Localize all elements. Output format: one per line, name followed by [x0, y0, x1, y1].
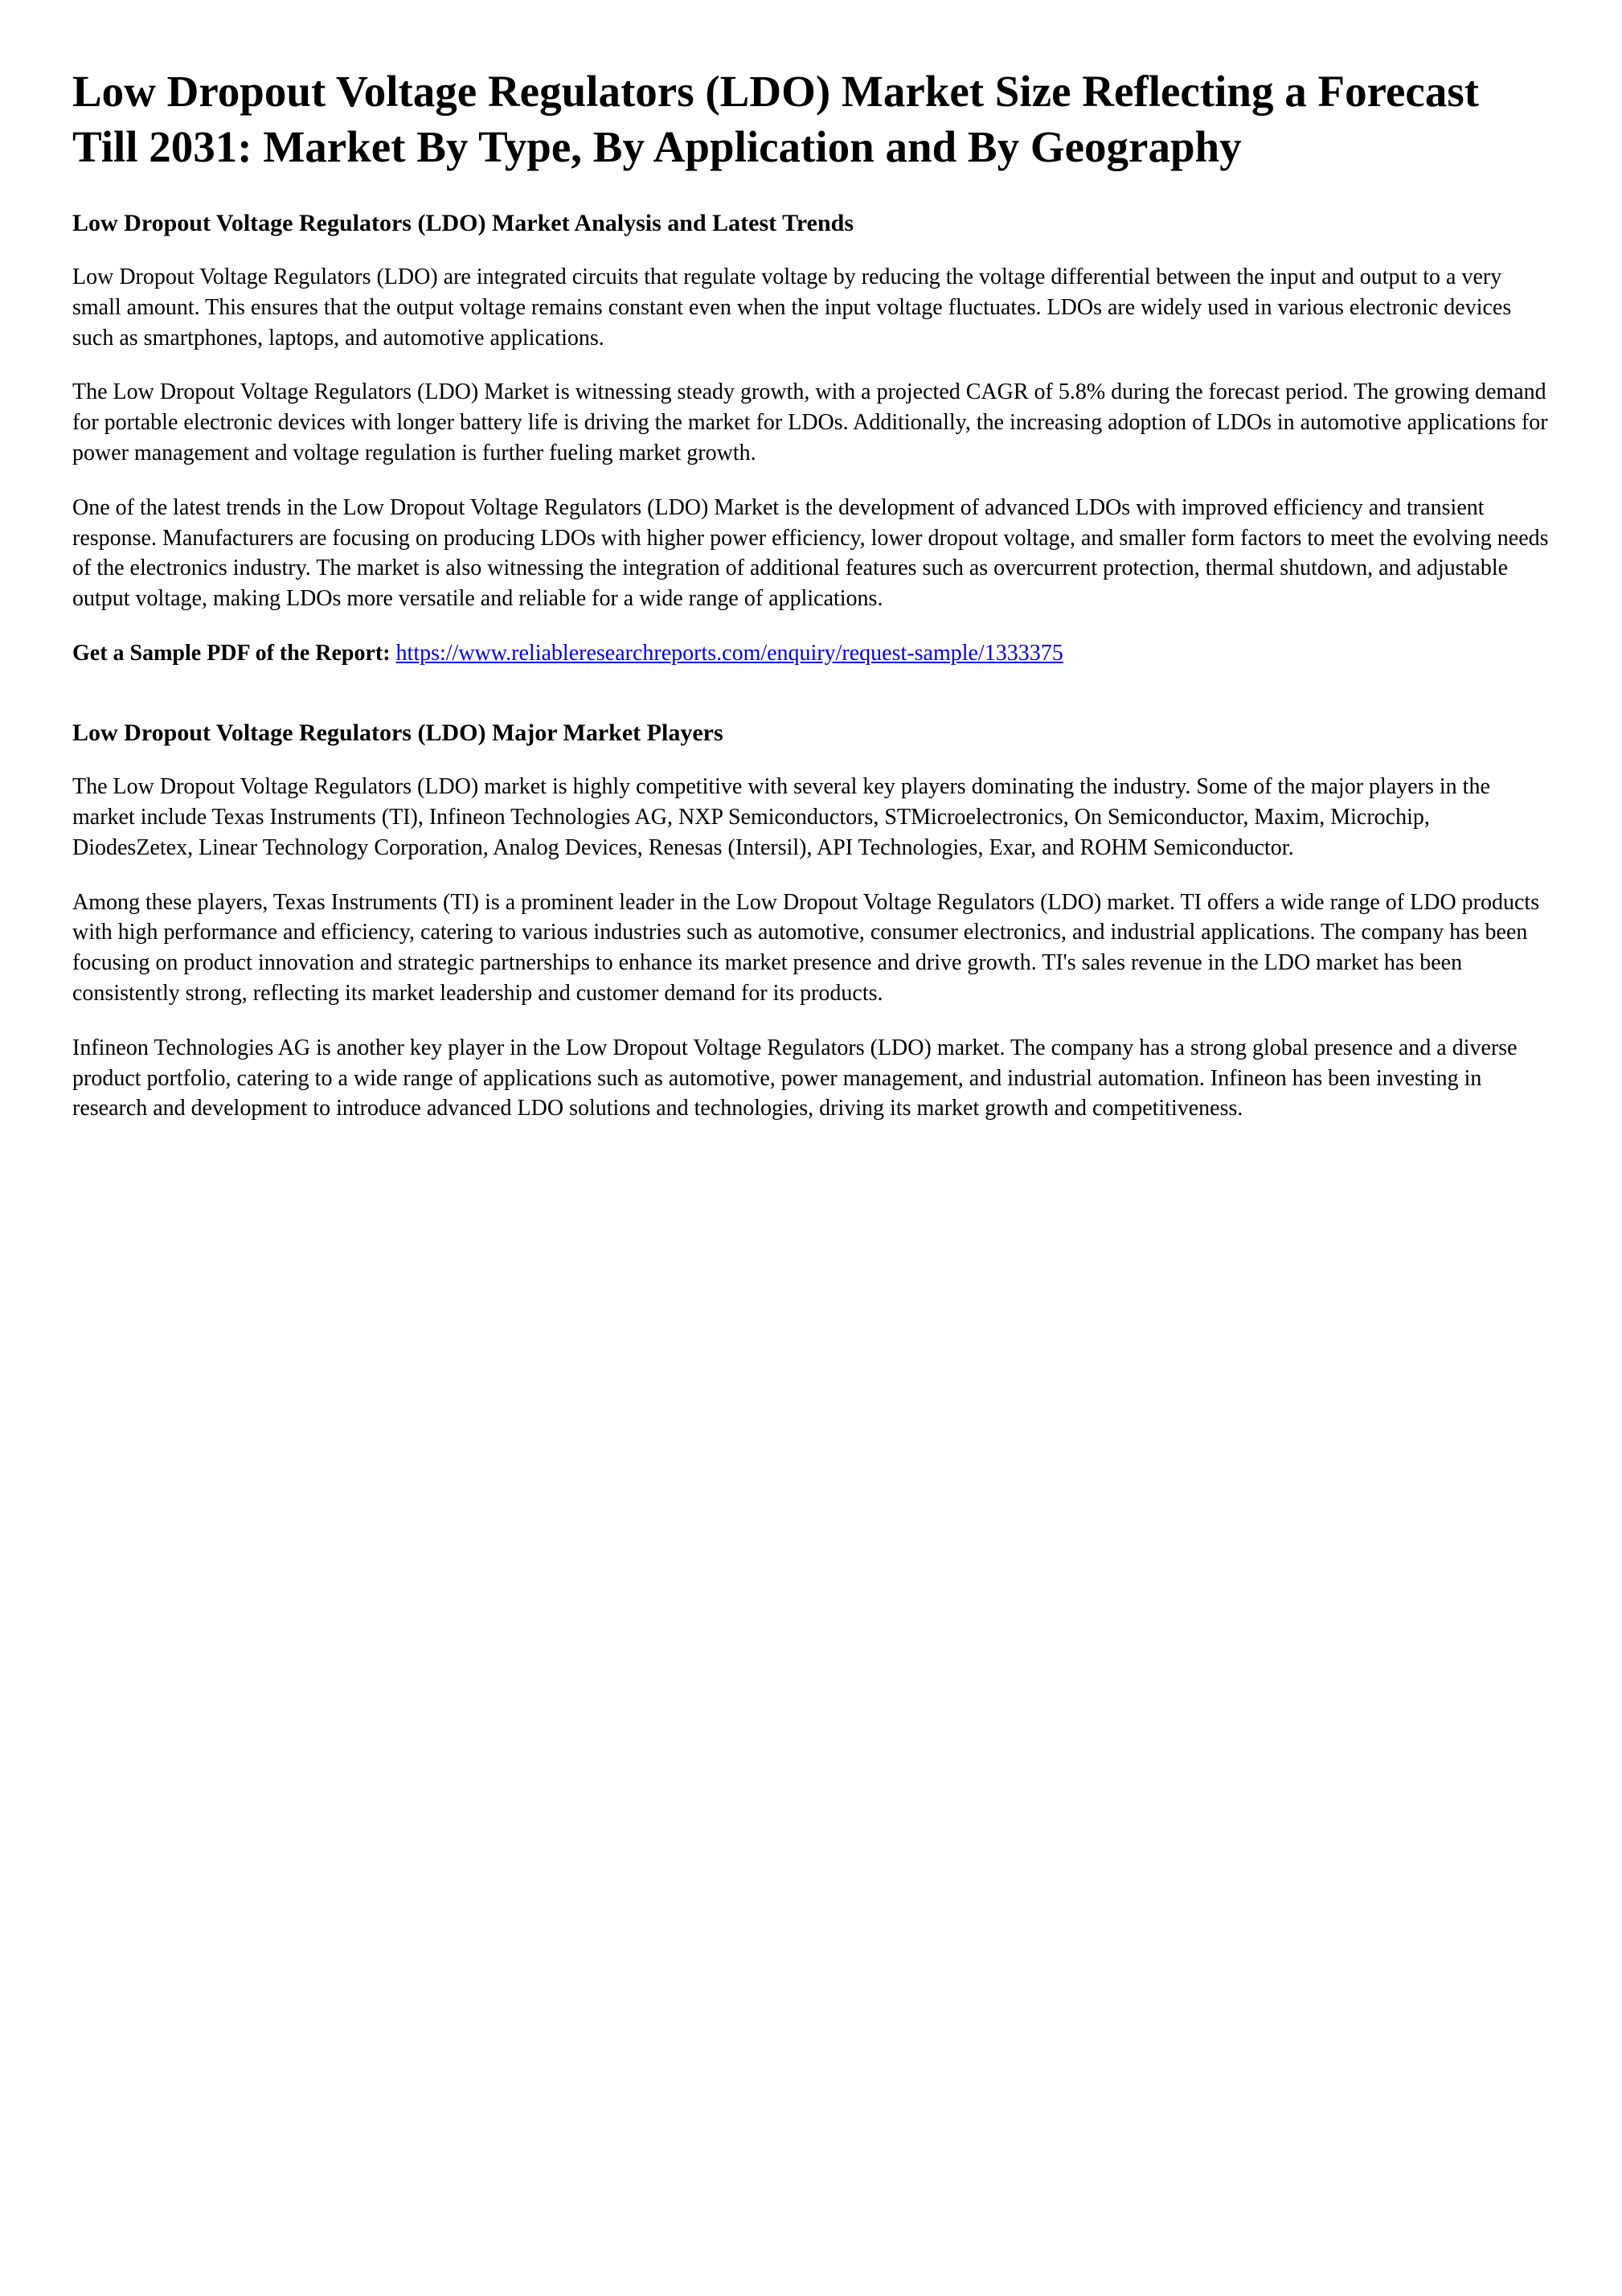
cta-label: Get a Sample PDF of the Report: — [72, 641, 396, 666]
paragraph-ti: Among these players, Texas Instruments (… — [72, 888, 1550, 1009]
paragraph-growth: The Low Dropout Voltage Regulators (LDO)… — [72, 377, 1550, 468]
page-title: Low Dropout Voltage Regulators (LDO) Mar… — [72, 64, 1550, 175]
section-heading-players: Low Dropout Voltage Regulators (LDO) Maj… — [72, 717, 1550, 750]
paragraph-infineon: Infineon Technologies AG is another key … — [72, 1033, 1550, 1124]
section-heading-analysis: Low Dropout Voltage Regulators (LDO) Mar… — [72, 207, 1550, 240]
paragraph-players-overview: The Low Dropout Voltage Regulators (LDO)… — [72, 772, 1550, 863]
cta-sample-pdf: Get a Sample PDF of the Report: https://… — [72, 638, 1550, 669]
paragraph-trends: One of the latest trends in the Low Drop… — [72, 493, 1550, 614]
paragraph-intro: Low Dropout Voltage Regulators (LDO) are… — [72, 262, 1550, 353]
sample-report-link[interactable]: https://www.reliableresearchreports.com/… — [396, 641, 1063, 666]
